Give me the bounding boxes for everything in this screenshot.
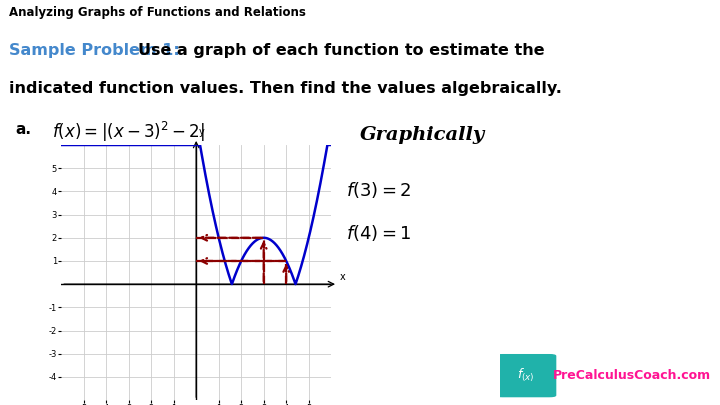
Text: indicated function values. Then find the values algebraically.: indicated function values. Then find the… [9,81,562,96]
Text: $f(x) = |(x-3)^2-2|$: $f(x) = |(x-3)^2-2|$ [52,119,205,144]
FancyBboxPatch shape [496,355,556,396]
Text: PreCalculusCoach.com: PreCalculusCoach.com [553,369,711,382]
Text: $f(3) = 2$: $f(3) = 2$ [346,180,411,200]
Text: Use a graph of each function to estimate the: Use a graph of each function to estimate… [138,43,545,58]
Text: Sample Problem 1:: Sample Problem 1: [9,43,179,58]
Text: y: y [199,127,204,137]
Text: x: x [340,272,346,282]
Text: Analyzing Graphs of Functions and Relations: Analyzing Graphs of Functions and Relati… [9,6,305,19]
Text: a.: a. [16,122,32,136]
Text: $f(4) = 1$: $f(4) = 1$ [346,223,411,243]
Text: Graphically: Graphically [360,126,485,143]
Text: $f_{(x)}$: $f_{(x)}$ [517,367,535,384]
